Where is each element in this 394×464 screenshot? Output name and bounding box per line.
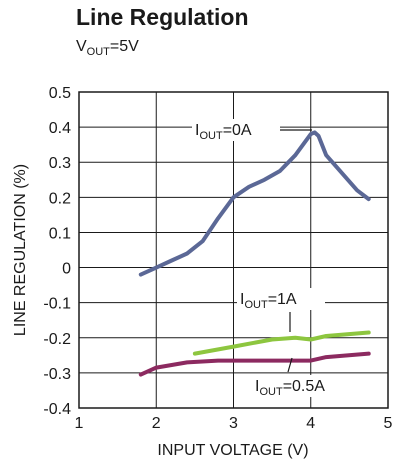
label-iout-0-5a: IOUT=0.5A — [255, 378, 325, 398]
chart-title: Line Regulation — [76, 4, 249, 30]
x-tick-label: 2 — [152, 415, 161, 432]
label-background — [237, 288, 325, 310]
annotations: IOUT=0A IOUT=1A IOUT=0.5A — [192, 119, 354, 398]
x-tick-label: 3 — [229, 415, 238, 432]
label-background — [252, 375, 354, 397]
y-tick-labels: 0.5 0.4 0.3 0.2 0.1 0 -0.1 -0.2 -0.3 -0.4 — [43, 85, 71, 418]
series-line-iout-0a — [138, 130, 371, 277]
chart-subtitle: VOUT=5V — [76, 38, 139, 59]
series-lines — [138, 130, 371, 377]
y-axis-label: LINE REGULATION (%) — [12, 164, 29, 336]
y-tick-label: -0.3 — [43, 366, 71, 383]
x-tick-label: 4 — [306, 415, 315, 432]
y-tick-label: 0.2 — [49, 190, 71, 207]
label-iout-0a: IOUT=0A — [195, 122, 252, 142]
x-tick-labels: 1 2 3 4 5 — [75, 415, 393, 432]
y-tick-label: -0.1 — [43, 296, 71, 313]
plot-border — [78, 91, 389, 409]
y-tick-label: 0.5 — [49, 85, 71, 102]
y-tick-label: 0 — [62, 261, 71, 278]
y-tick-label: 0.4 — [49, 120, 71, 137]
label-background — [192, 119, 280, 141]
y-tick-label: -0.2 — [43, 331, 71, 348]
x-axis-label: INPUT VOLTAGE (V) — [157, 442, 308, 459]
series-line-iout-0-5a — [138, 351, 371, 377]
plot-frame — [78, 91, 389, 409]
label-iout-1a: IOUT=1A — [240, 291, 297, 311]
y-tick-label: -0.4 — [43, 401, 71, 418]
x-tick-label: 5 — [384, 415, 393, 432]
x-tick-label: 1 — [75, 415, 84, 432]
y-tick-label: 0.1 — [49, 225, 71, 242]
series-line-iout-1a — [192, 330, 371, 356]
y-tick-label: 0.3 — [49, 155, 71, 172]
leader-line — [287, 357, 293, 373]
